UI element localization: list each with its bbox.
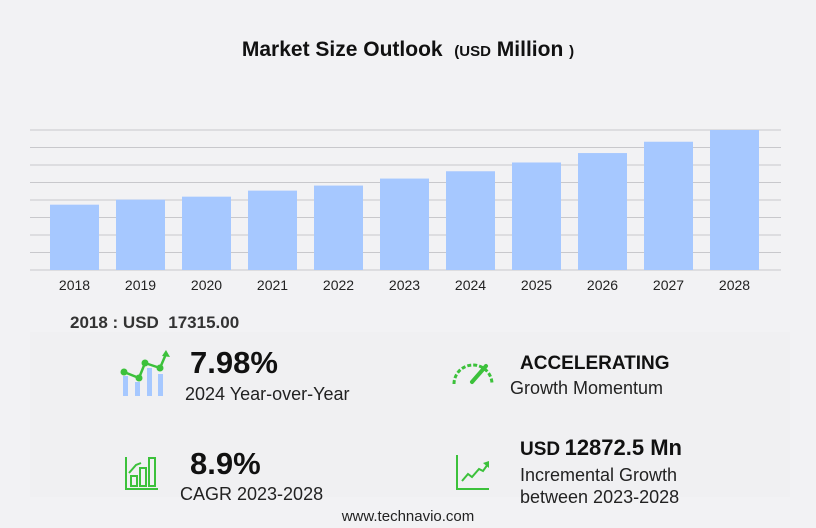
yoy-label: 2024 Year-over-Year	[185, 384, 350, 404]
bar-2026	[578, 153, 627, 270]
title-unit: USD	[459, 43, 491, 60]
x-tick-label: 2026	[587, 277, 618, 293]
cagr-label: CAGR 2023-2028	[180, 484, 324, 504]
cagr-value: 8.9%	[190, 446, 261, 481]
x-tick-label: 2027	[653, 277, 684, 293]
bar-chart: 2018 2019 2020 2021 2022 2023 2024 2025 2026 2027…	[30, 129, 781, 293]
x-tick-label: 2019	[125, 277, 156, 293]
incremental-label-1: Incremental Growth	[520, 465, 678, 485]
bar-2022	[314, 185, 363, 270]
x-tick-label: 2023	[389, 277, 420, 293]
title-unit-million: Million	[496, 38, 564, 61]
growth-chart-icon	[120, 350, 170, 396]
yoy-value: 7.98%	[190, 345, 278, 380]
momentum-value: ACCELERATING	[520, 353, 670, 374]
bar-2020	[182, 196, 231, 270]
bar-2019	[116, 199, 165, 270]
line-growth-icon	[456, 455, 489, 490]
incremental-amount: 12872.5 Mn	[564, 435, 682, 460]
chart-title: Market Size Outlook (USD Million )	[0, 38, 816, 62]
bar-2021	[248, 190, 297, 270]
bar-2027	[644, 141, 693, 270]
x-tick-label: 2018	[59, 277, 90, 293]
title-main: Market Size Outlook	[241, 38, 443, 61]
incremental-value: USD 12872.5 Mn	[520, 435, 682, 461]
title-paren-open: (	[454, 43, 460, 60]
x-tick-label: 2021	[257, 277, 288, 293]
bar-growth-icon	[125, 457, 158, 490]
x-tick-label: 2020	[191, 277, 222, 293]
speedometer-icon	[452, 363, 494, 385]
incremental-label-2: between 2023-2028	[520, 487, 680, 507]
kpi-panel	[30, 332, 790, 497]
x-tick-label: 2022	[323, 277, 354, 293]
bar-2018	[50, 204, 99, 270]
x-tick-label: 2024	[455, 277, 486, 293]
bar-2025	[512, 162, 561, 270]
base-year-value: 2018 : USD 17315.00	[70, 313, 240, 332]
x-tick-label: 2028	[719, 277, 750, 293]
title-paren-close: )	[569, 43, 575, 60]
x-tick-label: 2025	[521, 277, 552, 293]
bar-2023	[380, 178, 429, 270]
incremental-unit: USD	[520, 439, 561, 460]
footer-url: www.technavio.com	[341, 508, 475, 525]
momentum-label: Growth Momentum	[510, 378, 664, 398]
bar-2028	[710, 130, 759, 270]
bar-2024	[446, 171, 495, 270]
